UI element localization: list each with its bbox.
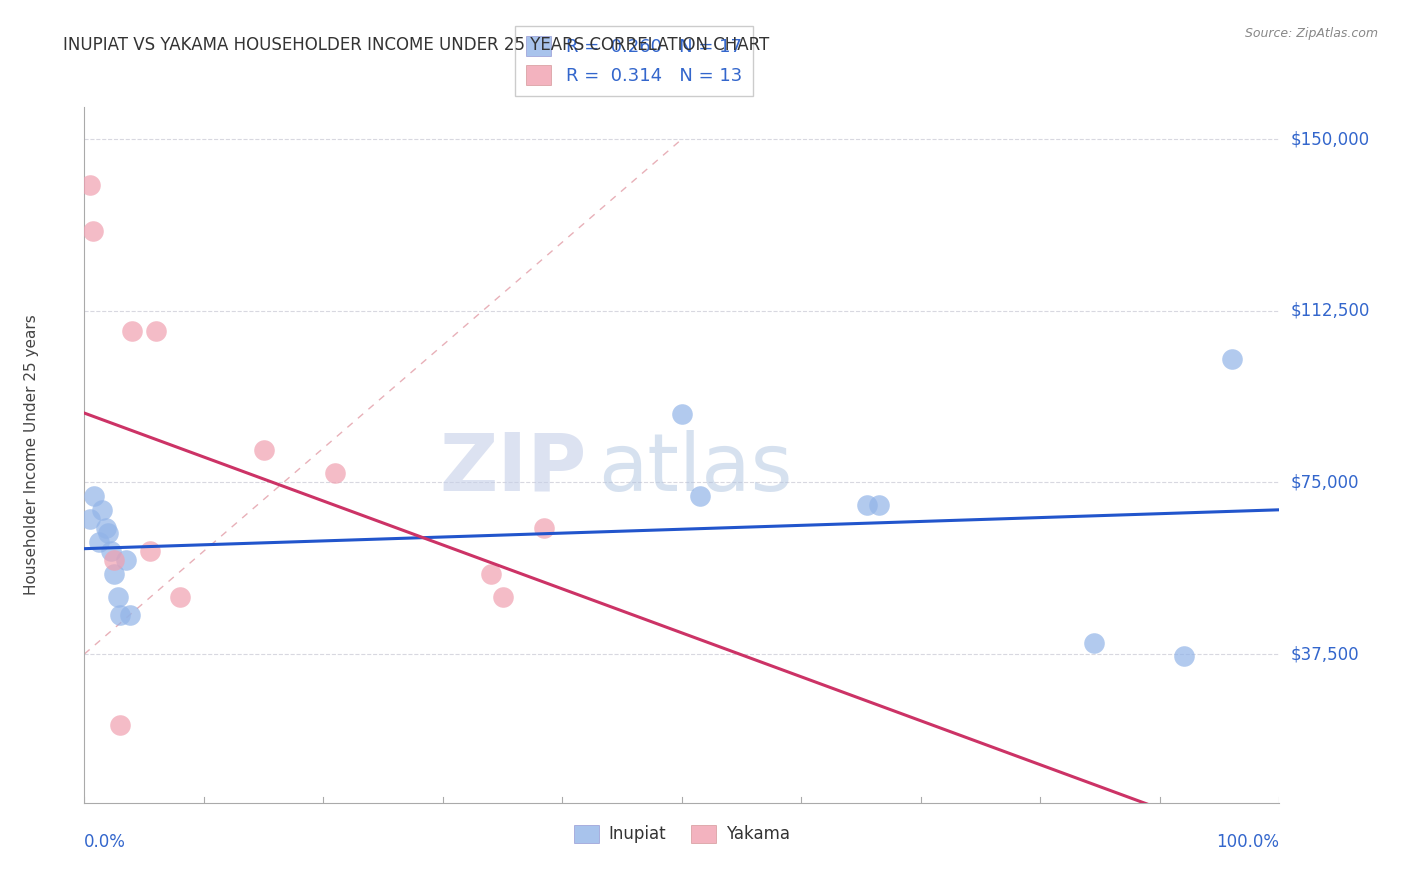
Point (1220, 351, 1243, 366)
Text: $150,000: $150,000 (1291, 130, 1369, 148)
Point (856, 498, 879, 512)
Point (79, 512, 101, 526)
Text: INUPIAT VS YAKAMA HOUSEHOLDER INCOME UNDER 25 YEARS CORRELATION CHART: INUPIAT VS YAKAMA HOUSEHOLDER INCOME UND… (63, 36, 769, 54)
Point (97, 525, 120, 540)
Point (87, 534, 110, 549)
Point (325, 467, 347, 481)
Point (79, 178, 101, 192)
Point (139, 544, 162, 558)
Point (533, 521, 555, 535)
Text: 100.0%: 100.0% (1216, 833, 1279, 851)
Text: $37,500: $37,500 (1291, 645, 1360, 663)
Point (118, 608, 141, 623)
Point (689, 489, 711, 503)
Point (121, 324, 143, 338)
Point (868, 498, 890, 512)
Point (103, 566, 125, 581)
Text: Householder Income Under 25 years: Householder Income Under 25 years (24, 315, 39, 595)
Point (479, 566, 502, 581)
Text: atlas: atlas (599, 430, 793, 508)
Point (1083, 635, 1105, 649)
Point (94, 521, 117, 535)
Point (110, 608, 132, 623)
Point (91, 503, 114, 517)
Point (115, 553, 138, 567)
Point (253, 443, 276, 458)
Text: $75,000: $75,000 (1291, 474, 1360, 491)
Point (83, 489, 105, 503)
Point (492, 590, 515, 604)
Text: Source: ZipAtlas.com: Source: ZipAtlas.com (1244, 27, 1378, 40)
Point (107, 590, 129, 604)
Text: ZIP: ZIP (439, 430, 586, 508)
Point (169, 590, 191, 604)
Text: $112,500: $112,500 (1291, 301, 1369, 319)
Point (82, 224, 104, 238)
Point (100, 544, 122, 558)
Point (1173, 649, 1195, 664)
Point (110, 718, 132, 732)
Legend: Inupiat, Yakama: Inupiat, Yakama (567, 818, 797, 850)
Point (103, 553, 125, 567)
Point (671, 407, 693, 421)
Text: 0.0%: 0.0% (84, 833, 127, 851)
Point (145, 324, 167, 338)
